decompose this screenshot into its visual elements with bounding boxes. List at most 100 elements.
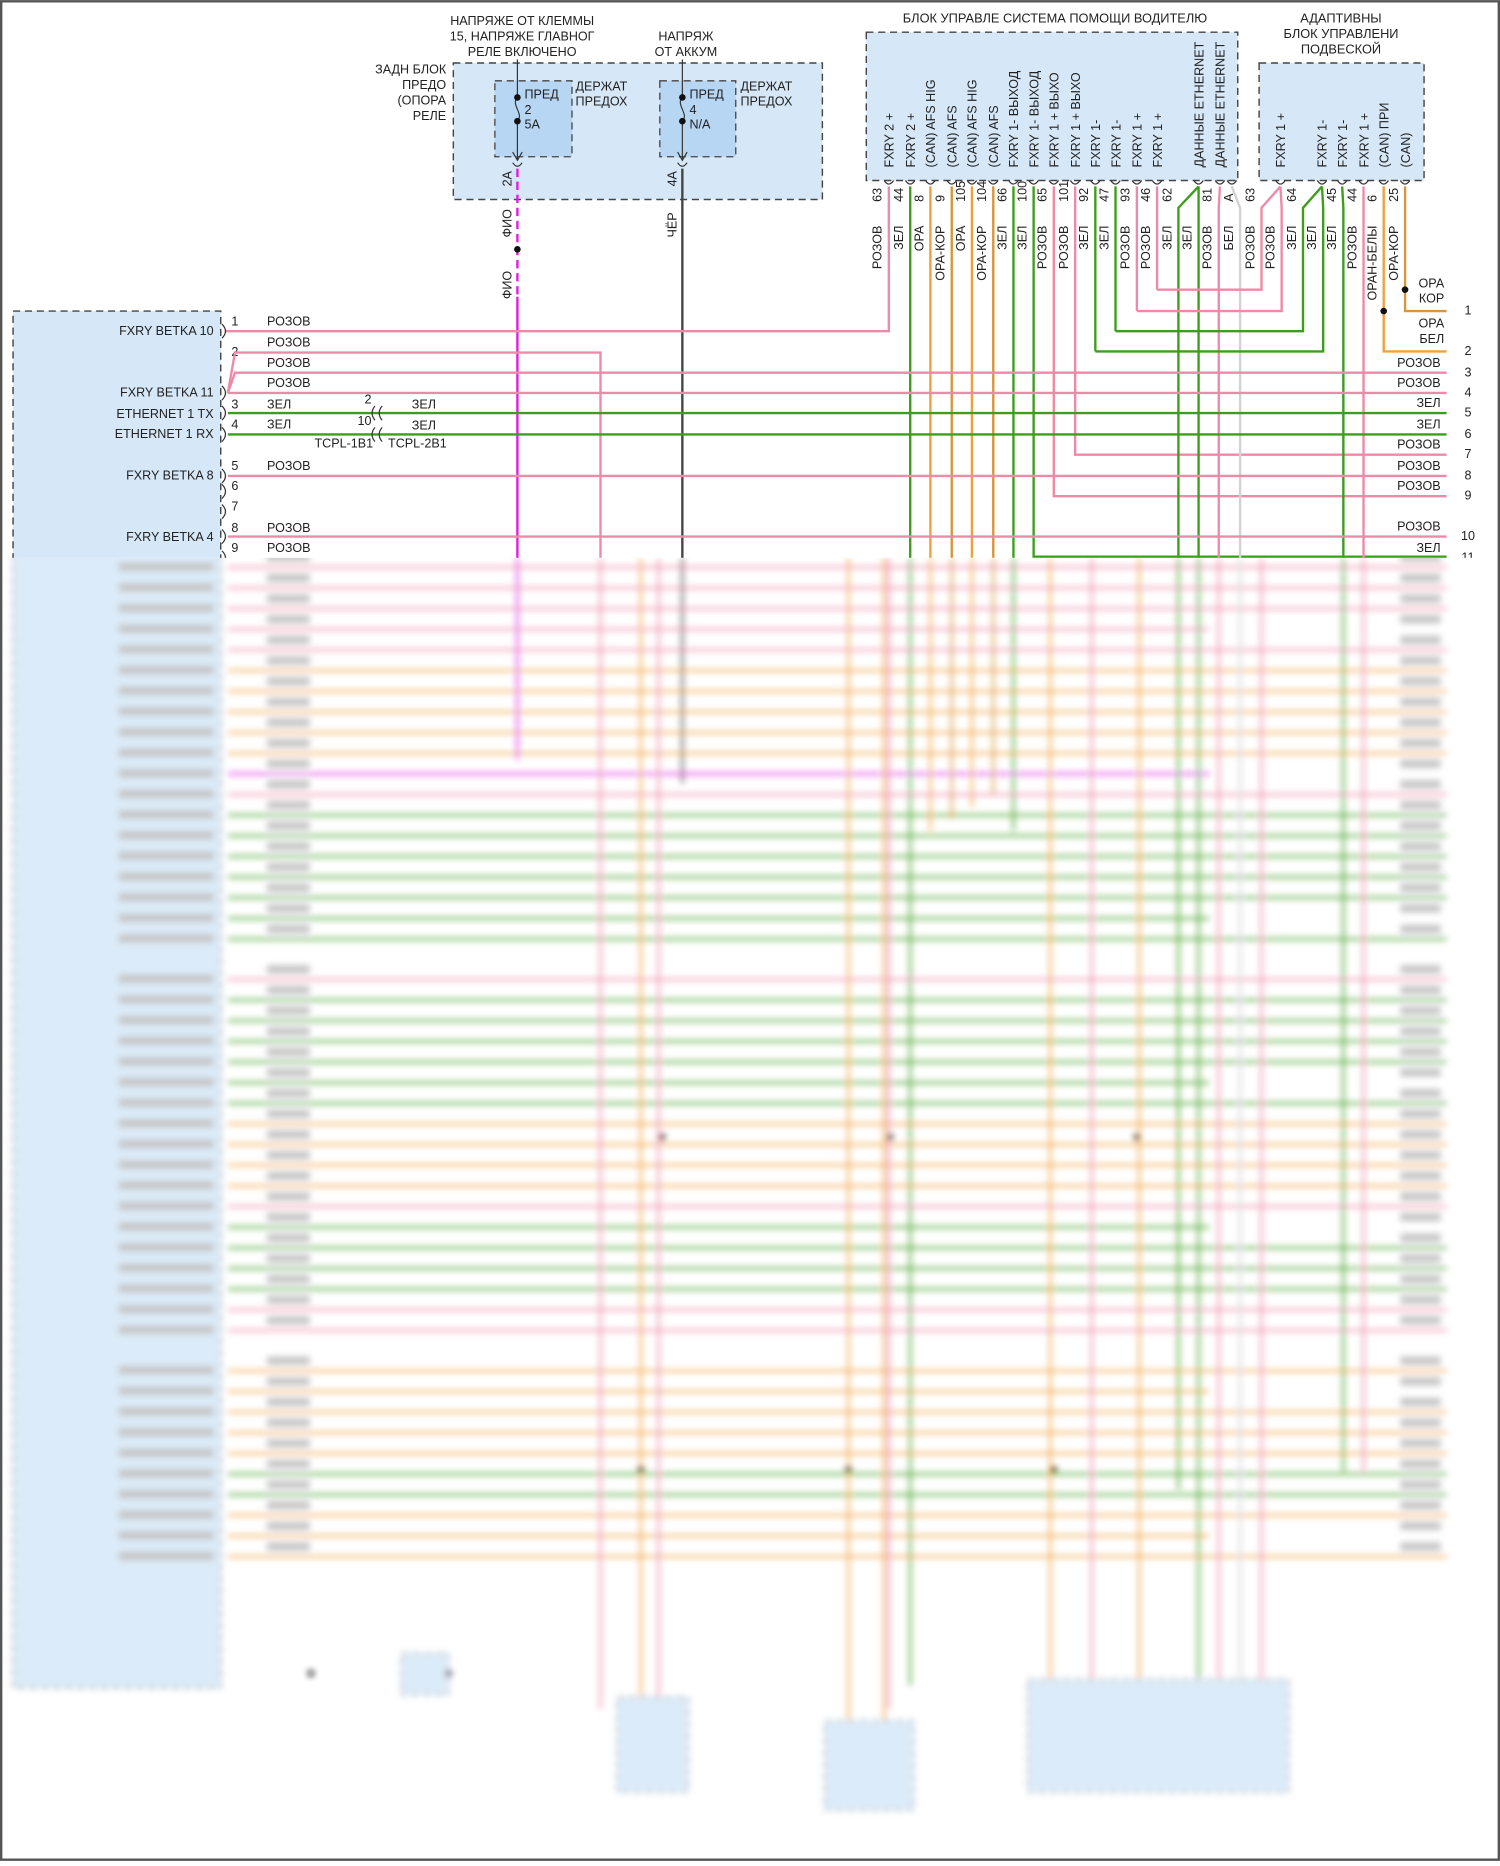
wire-color-label <box>267 594 310 603</box>
wire-pink <box>226 351 602 558</box>
wire-color-label <box>1400 677 1441 686</box>
inline-connector-icon <box>378 405 383 421</box>
fuse-name: ПРЕД <box>689 88 724 102</box>
connector-terminal-icon <box>1110 180 1121 185</box>
wire-color-label: БЕЛ <box>1419 332 1444 346</box>
ecu-pin: FXRY 1 + 93 РОЗОВ <box>1119 113 1145 312</box>
pin-number: 63 <box>871 188 885 202</box>
splice-dot <box>1050 1465 1058 1473</box>
wire-color-label: ОРА <box>954 225 968 251</box>
wire-color-label: ФИО <box>500 209 514 238</box>
left-control-module-outline <box>12 310 222 558</box>
wire-color-label <box>267 557 310 562</box>
pin-function-label: (CAN) ПРИ <box>1377 103 1391 168</box>
wire-color-label: ЗЕЛ <box>1325 226 1339 250</box>
splice-dot <box>1133 1133 1141 1141</box>
pin-function-label <box>118 934 214 943</box>
pin-function-label: ETHERNET 1 RX <box>115 427 215 441</box>
pin-function-label <box>118 1551 214 1561</box>
connector-terminal-icon <box>1226 180 1238 185</box>
pin-function-label <box>118 665 214 675</box>
wire-color-label <box>1400 842 1441 851</box>
connector-terminal-icon <box>904 180 916 185</box>
wire-pink <box>1052 186 1447 498</box>
wire-pink <box>226 371 1447 394</box>
wire-color-label <box>267 1192 310 1201</box>
wire-color-label <box>1400 1418 1441 1427</box>
driver-assist-ecu: БЛОК УПРАВЛЕ СИСТЕМА ПОМОЩИ ВОДИТЕЛЮ FXRY… <box>225 11 1447 558</box>
wire-color-label: ЗЕЛ <box>1305 226 1319 250</box>
adaptive-suspension-ecu-title: ПОДВЕСКОЙ <box>1301 42 1381 57</box>
fuse-terminal-dot <box>679 117 686 125</box>
pin-number: 101 <box>1057 181 1071 202</box>
pin-number: 8 <box>912 195 926 202</box>
wire-color-label <box>1400 1068 1441 1077</box>
wire-color-label <box>1400 1316 1441 1325</box>
wire-color-label <box>267 573 310 583</box>
splice-dot <box>1380 307 1388 315</box>
pin-function-label <box>118 645 214 654</box>
pin-function-label <box>118 1181 214 1190</box>
wire-color-label <box>267 1233 310 1242</box>
row-number: 10 <box>1461 529 1475 543</box>
ecu-pin: FXRY 1- 45 ЗЕЛ <box>1325 120 1350 558</box>
ecu-pin: FXRY 1 + 63 РОЗОВ <box>1157 113 1288 291</box>
wire-color-label: ЗЕЛ <box>1016 226 1030 250</box>
wire-color-label: РОЗОВ <box>267 336 310 350</box>
pin-function-label <box>118 995 214 1004</box>
ecu-pin: ДАННЫЕ ETHERNET 62 ЗЕЛ <box>1160 41 1206 558</box>
wire-color-label: ОРА <box>1419 276 1445 290</box>
wire-color-label: ЗЕЛ <box>1180 226 1194 250</box>
wire-color-label <box>1400 1397 1441 1407</box>
pin-function-label <box>118 1201 214 1211</box>
wire-color-label <box>1400 1233 1441 1242</box>
wire-green <box>1095 186 1325 353</box>
wire-color-label <box>267 883 310 892</box>
pin-function-label: ETHERNET 1 TX <box>116 407 214 421</box>
pin-number: 47 <box>1097 188 1111 202</box>
wire-color-label <box>267 1150 310 1160</box>
wire-color-label <box>1400 1377 1441 1386</box>
connector-terminal-icon <box>1131 180 1143 185</box>
wire-color-label <box>1400 1521 1441 1531</box>
pin-function-label <box>118 1243 214 1252</box>
ecu-pin: FXRY 1- ВЫХОД 100 ЗЕЛ <box>1016 70 1447 558</box>
pin-number: 44 <box>1345 188 1359 202</box>
wire-color-label: РОЗОВ <box>1201 226 1215 269</box>
wire-color-label: ФИО <box>500 271 514 300</box>
wire-color-label <box>267 677 310 686</box>
pin-number: 10 <box>357 414 371 428</box>
inline-connector-name: TCPL-2B1 <box>388 437 447 451</box>
pin-function-label: FXRY BETKA 11 <box>120 385 214 399</box>
row-number: 7 <box>1464 447 1471 461</box>
row-number: 5 <box>1464 406 1471 420</box>
wire-color-label <box>1400 1356 1441 1365</box>
connector-terminal-icon <box>966 180 978 185</box>
row-number: 11 <box>1461 550 1474 564</box>
ecu-pin: FXRY 1 + 46 РОЗОВ <box>1139 113 1165 290</box>
connector-terminal-icon <box>1028 180 1039 185</box>
wire-color-label: ЗЕЛ <box>412 419 436 433</box>
module-pin: 3 ETHERNET 1 TX <box>116 397 238 420</box>
wire-color-label: ЗЕЛ <box>1416 541 1440 555</box>
wire-color-label <box>267 1047 310 1057</box>
fuse-block-label: ПРЕДО <box>402 78 446 92</box>
pin-number: 62 <box>1160 188 1174 202</box>
wire-orange <box>1382 186 1447 353</box>
ecu-pin: FXRY 1 + ВЫХО 101 РОЗОВ <box>1057 72 1447 456</box>
pin-number: 4А <box>665 170 679 186</box>
wire-green <box>1115 185 1323 333</box>
pin-number: 2А <box>500 170 514 186</box>
wire-color-label: РОЗОВ <box>1397 459 1440 473</box>
wire-color-label <box>267 1501 310 1510</box>
wire-color-label <box>1400 924 1441 934</box>
wire-color-label <box>1400 635 1441 645</box>
pin-function-label: FXRY 1 + ВЫХО <box>1069 72 1083 167</box>
wire-color-label <box>1400 1439 1441 1448</box>
wire-color-label <box>1400 573 1441 583</box>
pin-function-label <box>118 1077 214 1087</box>
pin-function-label: FXRY 1- <box>1089 120 1103 168</box>
ecu-pin: A БЕЛ <box>1222 180 1242 558</box>
ecu-pin: FXRY 1- ВЫХОД 66 ЗЕЛ <box>995 70 1021 558</box>
pin-number: 100 <box>1016 181 1030 202</box>
